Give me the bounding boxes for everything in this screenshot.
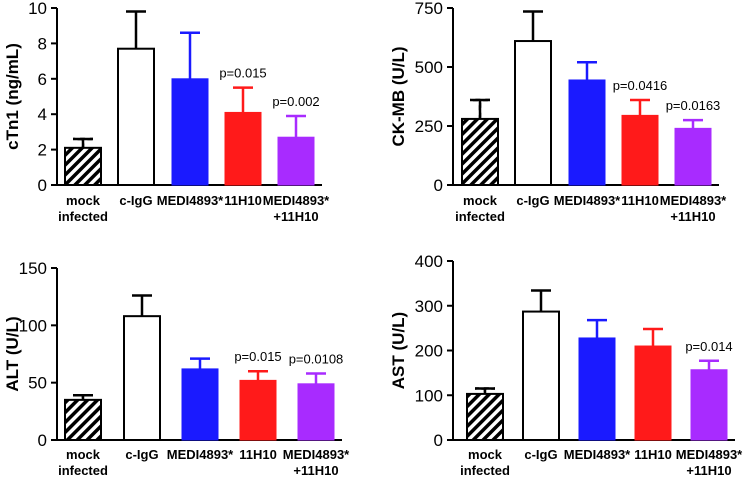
panel2-combo-category-label: MEDI4893* [660, 193, 727, 208]
panel2-11h10-category-label: 11H10 [621, 193, 659, 208]
panel2-medi4893-bar [568, 79, 606, 186]
panel1-y-tick-label: 10 [28, 0, 47, 18]
panel1-11h10-bar-pvalue: p=0.015 [219, 66, 266, 81]
panel3-mock-bar [64, 398, 102, 442]
panel2-cigg-category-label: c-IgG [516, 193, 549, 208]
panel4-y-tick-label: 0 [434, 431, 443, 450]
panel4-11h10-category-label: 11H10 [634, 447, 672, 462]
panel1-y-tick-label: 0 [38, 176, 47, 195]
panel3-y-tick-label: 0 [38, 431, 47, 450]
panel4-combo-bar [690, 369, 728, 441]
panel4-medi4893-bar [578, 337, 616, 441]
panel3-11h10-category-label: 11H10 [239, 447, 277, 462]
panel1-combo-bar-pvalue: p=0.002 [272, 94, 319, 109]
panel4-mock-category-label: infected [460, 463, 510, 478]
panel4-mock-category-label: mock [468, 447, 503, 462]
panel4-combo-bar-pvalue: p=0.014 [685, 339, 732, 354]
panel3-combo-bar [297, 383, 335, 441]
panel2-mock-category-label: infected [455, 209, 505, 224]
panel3-combo-category-label: MEDI4893* [283, 447, 350, 462]
panel1-y-axis-title: cTn1 (ng/mL) [3, 43, 22, 150]
panel2-y-tick-label: 750 [415, 0, 443, 18]
panel2-mock-category-label: mock [463, 193, 498, 208]
panel3-combo-category-label: +11H10 [293, 463, 338, 478]
panel4-y-axis-title: AST (U/L) [389, 312, 408, 389]
panel1-combo-bar [277, 136, 315, 186]
panel3-cigg-category-label: c-IgG [125, 447, 158, 462]
panel1-cigg-category-label: c-IgG [119, 193, 152, 208]
panel4-cigg-bar [522, 310, 560, 441]
panel2-combo-bar-pvalue: p=0.0163 [666, 98, 721, 113]
panel4-mock-bar [466, 392, 504, 441]
panel3-y-tick-label: 100 [19, 316, 47, 335]
panel2-y-tick-label: 500 [415, 58, 443, 77]
panel2-11h10-bar [621, 114, 659, 186]
panel3-medi4893-category-label: MEDI4893* [167, 447, 234, 462]
panel3-y-axis-title: ALT (U/L) [3, 316, 22, 391]
panel1-y-tick-label: 6 [38, 70, 47, 89]
panel1-11h10-category-label: 11H10 [224, 193, 262, 208]
panel1-y-tick-label: 2 [38, 141, 47, 160]
panel4-y-tick-label: 300 [415, 297, 443, 316]
panel4-11h10-bar [634, 345, 672, 441]
panel1-mock-category-label: mock [66, 193, 101, 208]
panel1-combo-category-label: +11H10 [273, 209, 318, 224]
panel1-combo-category-label: MEDI4893* [263, 193, 330, 208]
panel3-medi4893-bar [181, 368, 219, 441]
panel2-medi4893-category-label: MEDI4893* [554, 193, 621, 208]
panel3-y-tick-label: 150 [19, 259, 47, 278]
panel2-11h10-bar-pvalue: p=0.0416 [613, 78, 668, 93]
panel1-y-tick-label: 8 [38, 34, 47, 53]
panel1-y-tick-label: 4 [38, 105, 47, 124]
panel1-medi4893-bar [171, 78, 209, 186]
panel3-y-tick-label: 50 [28, 374, 47, 393]
panel4-y-tick-label: 100 [415, 386, 443, 405]
panel2-y-tick-label: 0 [434, 176, 443, 195]
panel4-cigg-category-label: c-IgG [524, 447, 557, 462]
panel1-cigg-bar [117, 47, 155, 186]
panel3-mock-category-label: infected [58, 463, 108, 478]
panel4-medi4893-category-label: MEDI4893* [564, 447, 631, 462]
panel2-combo-category-label: +11H10 [670, 209, 715, 224]
panel3-11h10-bar-pvalue: p=0.015 [234, 349, 281, 364]
panel4-y-tick-label: 200 [415, 342, 443, 361]
panel2-combo-bar [674, 127, 712, 186]
panel4-combo-category-label: MEDI4893* [676, 447, 743, 462]
panel1-mock-bar [64, 146, 102, 186]
panel4-combo-category-label: +11H10 [686, 463, 731, 478]
panel3-cigg-bar [123, 315, 161, 441]
panel4-y-tick-label: 400 [415, 252, 443, 271]
panel1-mock-category-label: infected [58, 209, 108, 224]
panel1-11h10-bar [224, 111, 262, 186]
panel3-11h10-bar [239, 379, 277, 441]
panel2-y-axis-title: CK-MB (U/L) [389, 46, 408, 146]
panel2-mock-bar [461, 117, 499, 186]
panel3-mock-category-label: mock [66, 447, 101, 462]
panel2-y-tick-label: 250 [415, 117, 443, 136]
panel3-combo-bar-pvalue: p=0.0108 [289, 351, 344, 366]
panel1-medi4893-category-label: MEDI4893* [157, 193, 224, 208]
panel2-cigg-bar [514, 40, 552, 187]
